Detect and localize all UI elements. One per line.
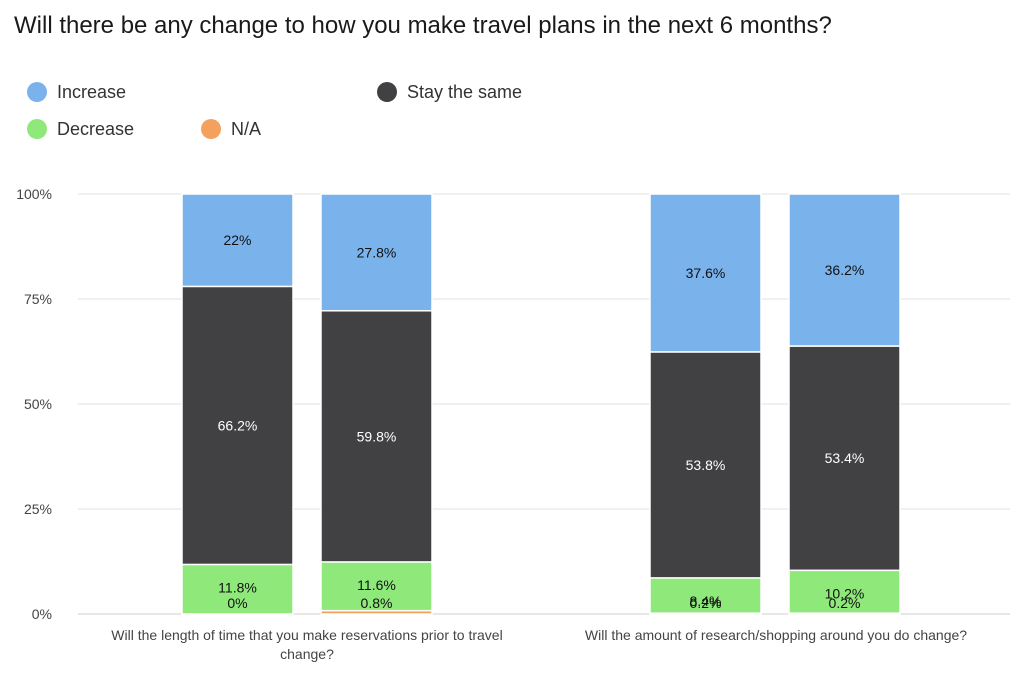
data-label: 53.8%	[686, 457, 726, 473]
data-label: 0.8%	[361, 595, 393, 611]
bar-segment-increase	[181, 193, 294, 288]
legend-swatch-stay-the-same	[377, 82, 397, 102]
legend-item-na[interactable]: N/A	[201, 118, 261, 140]
x-category-label: Will the length of time that you make re…	[111, 627, 502, 643]
data-label: 8.4%	[690, 593, 722, 609]
y-tick-label: 75%	[24, 291, 52, 307]
bar-segment-increase	[320, 193, 433, 312]
y-tick-label: 50%	[24, 396, 52, 412]
legend-label-decrease: Decrease	[57, 118, 135, 139]
bar-segment-decrease	[788, 569, 901, 614]
data-label: 53.4%	[825, 450, 865, 466]
bar-segment-increase	[649, 193, 762, 353]
bar-segment-stay-the-same	[320, 310, 433, 563]
chart-title: Will there be any change to how you make…	[14, 12, 832, 39]
bar-segment-decrease	[320, 561, 433, 612]
data-label: 0%	[227, 595, 247, 611]
data-label: 22%	[223, 232, 251, 248]
data-label: 11.8%	[218, 579, 257, 595]
data-label: 0.2%	[690, 595, 722, 611]
data-label: 27.8%	[357, 244, 397, 260]
legend-swatch-na	[201, 119, 221, 139]
legend-label-na: N/A	[231, 118, 262, 139]
data-label: 11.6%	[357, 577, 396, 593]
data-label: 36.2%	[825, 262, 865, 278]
legend-item-decrease[interactable]: Decrease	[27, 118, 134, 140]
legend-label-stay-the-same: Stay the same	[407, 81, 523, 102]
data-label: 59.8%	[357, 428, 397, 444]
legend-swatch-increase	[27, 82, 47, 102]
y-tick-label: 0%	[32, 606, 52, 622]
x-category-label: change?	[280, 646, 334, 662]
data-label: 37.6%	[686, 265, 726, 281]
data-label: 0.2%	[829, 595, 861, 611]
bar-segment-stay-the-same	[181, 285, 294, 566]
bar-segment-stay-the-same	[788, 345, 901, 572]
x-category-label: Will the amount of research/shopping aro…	[585, 627, 967, 643]
legend-label-increase: Increase	[57, 81, 127, 102]
data-label: 66.2%	[218, 417, 258, 433]
bar-segment-increase	[788, 193, 901, 347]
y-tick-label: 25%	[24, 501, 52, 517]
legend-item-increase[interactable]: Increase	[27, 81, 126, 103]
data-label: 10.2%	[825, 585, 865, 601]
legend-item-stay-the-same[interactable]: Stay the same	[377, 81, 522, 103]
legend-swatch-decrease	[27, 119, 47, 139]
y-tick-label: 100%	[16, 186, 52, 202]
